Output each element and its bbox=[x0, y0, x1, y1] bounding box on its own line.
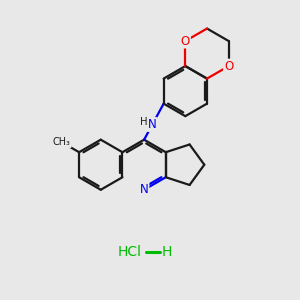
Text: N: N bbox=[140, 183, 148, 196]
Text: H: H bbox=[162, 244, 172, 259]
Text: H: H bbox=[140, 117, 148, 127]
Text: O: O bbox=[181, 34, 190, 48]
Text: HCl: HCl bbox=[117, 244, 141, 259]
Text: O: O bbox=[224, 60, 233, 73]
Text: N: N bbox=[148, 118, 157, 131]
Text: CH₃: CH₃ bbox=[53, 137, 71, 147]
